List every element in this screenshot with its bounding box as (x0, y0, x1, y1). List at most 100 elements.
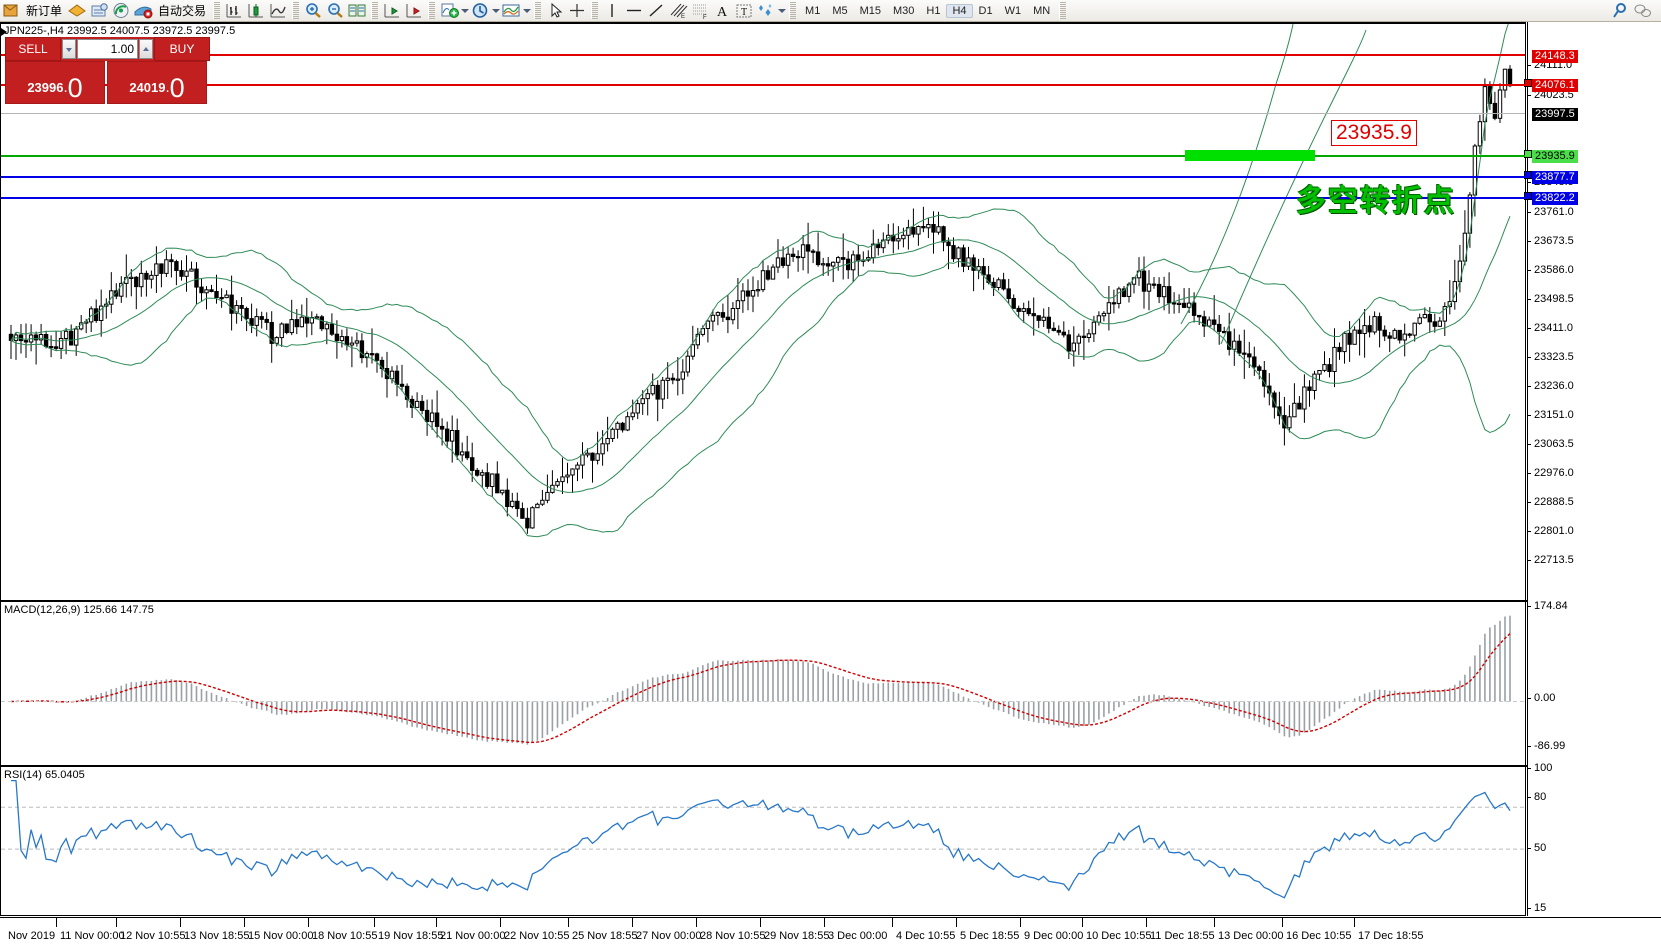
timeframe-m15[interactable]: M15 (859, 4, 881, 17)
period-icon[interactable] (469, 1, 491, 20)
volume-input[interactable]: 1.00 (77, 39, 138, 59)
price-callout-label[interactable]: 23935.9 (1331, 120, 1417, 146)
level-marker[interactable] (1524, 171, 1532, 179)
horizontal-line-icon[interactable] (623, 1, 645, 20)
price-chip-23822-2[interactable]: 23822.2 (1532, 192, 1578, 205)
macd-panel[interactable]: MACD(12,26,9) 125.66 147.75 (1, 600, 1527, 765)
chevron-down-icon[interactable] (491, 1, 501, 20)
chat-icon[interactable] (1631, 1, 1653, 20)
templates-icon[interactable] (500, 1, 522, 20)
price-tick (1527, 357, 1531, 358)
price-tick-label: 22976.0 (1534, 467, 1574, 479)
volume-decrease-button[interactable] (62, 39, 76, 59)
crosshair-icon[interactable] (566, 1, 588, 20)
green-highlight-band[interactable] (1185, 150, 1315, 161)
price-tick-label: 23151.0 (1534, 409, 1574, 421)
timeframe-mn[interactable]: MN (1033, 4, 1051, 17)
chinese-annotation-label[interactable]: 多空转折点 (1296, 184, 1456, 219)
text-label-icon[interactable]: A (711, 1, 733, 20)
timeframe-h1[interactable]: H1 (926, 4, 941, 17)
volume-stepper[interactable]: 1.00 (61, 37, 154, 61)
cursor-icon[interactable] (544, 1, 566, 20)
timeframe-m5[interactable]: M5 (832, 4, 848, 17)
price-tick (1527, 444, 1531, 445)
auto-trading-label[interactable]: 自动交易 (158, 4, 207, 18)
buy-price-integer: 24019 (129, 80, 166, 95)
zoom-out-icon[interactable] (324, 1, 346, 20)
timeframe-w1[interactable]: W1 (1004, 4, 1022, 17)
level-marker[interactable] (1524, 192, 1532, 200)
level-marker[interactable] (1524, 150, 1532, 158)
timeframe-d1[interactable]: D1 (978, 4, 993, 17)
auto-trading-icon[interactable] (132, 1, 154, 20)
price-chip-24148-3[interactable]: 24148.3 (1532, 50, 1578, 63)
auto-scroll-icon[interactable] (403, 1, 425, 20)
search-icon[interactable] (1609, 1, 1631, 20)
timeframe-h4[interactable]: H4 (946, 3, 973, 18)
time-axis-label: 18 Nov 10:55 (312, 930, 378, 942)
level-marker[interactable] (1524, 79, 1532, 87)
timeframe-m1[interactable]: M1 (805, 4, 821, 17)
time-axis-label: 11 Dec 18:55 (1150, 930, 1215, 942)
time-separator (56, 918, 57, 927)
chart-collapse-arrow[interactable] (1, 28, 7, 36)
price-chip-23997-5[interactable]: 23997.5 (1532, 108, 1578, 121)
rsi-panel[interactable]: RSI(14) 65.0405 (1, 765, 1527, 917)
price-scale[interactable]: 24111.024023.523848.523761.023673.523586… (1524, 22, 1661, 916)
price-chip-23935-9[interactable]: 23935.9 (1532, 150, 1578, 163)
sell-button[interactable]: SELL (5, 37, 61, 61)
new-order-label[interactable]: 新订单 (26, 4, 63, 18)
shapes-icon[interactable] (755, 1, 777, 20)
bar-chart-icon[interactable] (223, 1, 245, 20)
candlestick-chart-icon[interactable] (245, 1, 267, 20)
orange-diamond-icon[interactable] (66, 1, 88, 20)
volume-increase-button[interactable] (139, 39, 153, 59)
chart-shift-icon[interactable] (381, 1, 403, 20)
chart-title: JPN225-,H4 23992.5 24007.5 23972.5 23997… (4, 25, 236, 37)
text-box-icon[interactable]: T (733, 1, 755, 20)
time-separator (696, 918, 697, 927)
line-chart-icon[interactable] (267, 1, 289, 20)
price-tick (1527, 95, 1531, 96)
sell-price-box[interactable]: 23996 . 0 (5, 61, 105, 104)
price-chip-23877-7[interactable]: 23877.7 (1532, 171, 1578, 184)
timeframe-m30[interactable]: M30 (893, 4, 915, 17)
svg-text:F: F (703, 15, 707, 20)
tile-windows-icon[interactable] (346, 1, 368, 20)
zoom-in-icon[interactable] (302, 1, 324, 20)
trendline-icon[interactable] (645, 1, 667, 20)
price-tick (1527, 270, 1531, 271)
price-tick-label: 23761.0 (1534, 206, 1574, 218)
fibonacci-icon[interactable]: F (689, 1, 711, 20)
vertical-line-icon[interactable] (601, 1, 623, 20)
buy-price-box[interactable]: 24019 . 0 (107, 61, 207, 104)
signals-icon[interactable] (110, 1, 132, 20)
level-line-24076[interactable] (1, 84, 1525, 86)
level-line-24148[interactable] (1, 54, 1525, 56)
indicators-icon[interactable] (438, 1, 460, 20)
time-separator (632, 918, 633, 927)
time-axis-label: 10 Dec 10:55 (1086, 930, 1152, 942)
toolbar-separator (213, 2, 221, 19)
buy-button[interactable]: BUY (154, 37, 210, 61)
time-axis-label: Nov 2019 (8, 930, 56, 942)
macd-tick (1527, 746, 1531, 747)
chart-canvas[interactable]: JPN225-,H4 23992.5 24007.5 23972.5 23997… (0, 22, 1527, 917)
equidistant-channel-icon[interactable]: E (667, 1, 689, 20)
new-order-icon[interactable] (0, 1, 22, 20)
chevron-down-icon[interactable] (522, 1, 532, 20)
chevron-down-icon[interactable] (777, 1, 787, 20)
macd-tick-label: -86.99 (1534, 740, 1566, 752)
level-line-23822[interactable] (1, 197, 1525, 199)
price-tick (1527, 241, 1531, 242)
time-axis-label: 13 Dec 00:00 (1218, 930, 1284, 942)
one-click-trading-panel[interactable]: SELL 1.00 BUY 23996 . 0 24019 . 0 (5, 37, 210, 104)
cloud-upload-icon[interactable] (88, 1, 110, 20)
price-chip-24076-1[interactable]: 24076.1 (1532, 79, 1578, 92)
time-separator (180, 918, 181, 927)
level-line-23935[interactable] (1, 155, 1525, 157)
time-axis-label: 25 Nov 18:55 (572, 930, 638, 942)
chevron-down-icon[interactable] (460, 1, 470, 20)
time-axis[interactable]: Nov 2019 11 Nov 00:00 12 Nov 10:55 13 Nov 1… (0, 917, 1661, 949)
level-line-23877[interactable] (1, 176, 1525, 178)
